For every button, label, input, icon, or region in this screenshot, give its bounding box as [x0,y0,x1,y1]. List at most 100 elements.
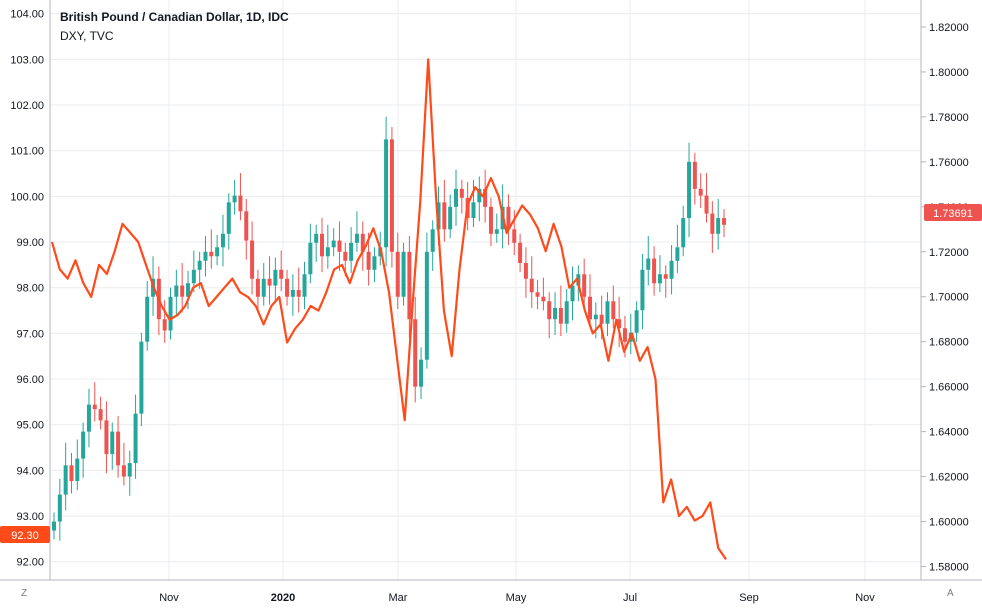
candle-body [174,285,179,297]
candle-body [698,188,703,196]
candle-body [302,274,307,297]
candle-body [704,195,709,214]
candle-body [547,301,552,320]
candle-body [116,431,121,466]
candle-body [186,283,190,297]
candle-body [343,251,348,261]
candle-body [529,278,534,293]
candle-body [197,260,202,270]
right-tick-label: 1.76000 [929,157,969,169]
x-axis-ticks: Nov 2020 Mar May Jul Sep Nov [159,592,875,604]
candle-body [296,290,301,297]
candle-body [419,359,424,387]
candle-body [279,269,284,279]
candle-body [162,319,167,331]
candle-body [314,233,319,243]
candle-body [104,420,109,455]
auto-scale-button[interactable]: A [947,588,954,599]
candle-body [436,202,441,230]
zoom-reset-button[interactable]: Z [21,588,28,599]
candle-body [354,233,359,243]
candle-body [244,211,249,241]
legend-title: British Pound / Canadian Dollar, 1D, IDC [60,10,289,24]
candle-body [226,202,231,234]
left-tick-label: 103.00 [10,54,44,66]
candle-body [541,296,546,302]
candle-body [273,269,278,286]
left-tick-label: 100.00 [10,191,44,203]
candle-body [454,188,458,207]
candle-body [331,240,336,248]
price-badges: 92.30 1.73691 [0,204,982,543]
dxy-line [50,58,727,561]
candle-body [722,218,726,225]
candle-body [168,296,173,331]
candle-body [506,206,511,230]
right-tick-label: 1.66000 [929,382,969,394]
left-tick-label: 95.00 [16,420,44,432]
left-tick-label: 92.00 [16,557,44,569]
right-tick-label: 1.60000 [929,517,969,529]
candle-body [477,188,482,203]
grid-lines [50,0,921,580]
candle-body [255,278,260,297]
right-axis-ticks: 1.820001.800001.780001.760001.740001.720… [921,22,969,574]
candle-body [640,269,645,311]
candle-body [646,258,651,270]
candle-body [442,202,447,230]
candle-body [384,139,389,248]
candle-body [413,319,418,387]
right-tick-label: 1.82000 [929,22,969,34]
candle-body [692,161,697,189]
candle-body [523,263,528,279]
candle-body [75,458,80,482]
candle-body [488,206,493,234]
right-tick-label: 1.72000 [929,247,969,259]
candle-body [250,240,255,279]
left-badge-bg [0,526,50,543]
candle-body [582,274,587,297]
candle-body [588,296,592,320]
candle-body [617,319,622,329]
candle-body [180,285,185,297]
gbpcad-candles [52,116,726,541]
candle-body [681,218,686,248]
right-tick-label: 1.70000 [929,292,969,304]
candle-body [558,307,563,324]
right-tick-label: 1.80000 [929,67,969,79]
candle-body [267,278,272,286]
candle-body [634,310,639,333]
x-tick-label: 2020 [271,592,295,604]
candle-body [599,314,604,324]
candle-body [86,404,91,432]
candle-body [605,301,610,324]
candle-body [203,251,208,261]
candle-body [535,292,540,297]
candle-body [518,242,523,264]
candle-body [622,328,627,342]
right-tick-label: 1.62000 [929,472,969,484]
candle-body [81,431,86,459]
left-tick-label: 98.00 [16,283,44,295]
candle-body [98,409,103,421]
left-tick-label: 96.00 [16,374,44,386]
candle-body [133,413,138,464]
candle-body [564,301,569,324]
candle-body [593,314,598,320]
candle-body [92,404,97,410]
candle-body [553,307,558,320]
candle-body [360,233,365,252]
candle-body [570,285,575,302]
candle-body [716,218,721,234]
chart-legend: British Pound / Canadian Dollar, 1D, IDC… [60,8,289,46]
candle-body [483,188,488,207]
left-tick-label: 99.00 [16,237,44,249]
candle-body [710,213,715,234]
x-tick-label: Sep [739,592,759,604]
candle-body [459,188,464,198]
candle-body [337,240,342,252]
candle-body [366,251,371,270]
candle-body [687,161,692,219]
candle-body [401,251,406,297]
